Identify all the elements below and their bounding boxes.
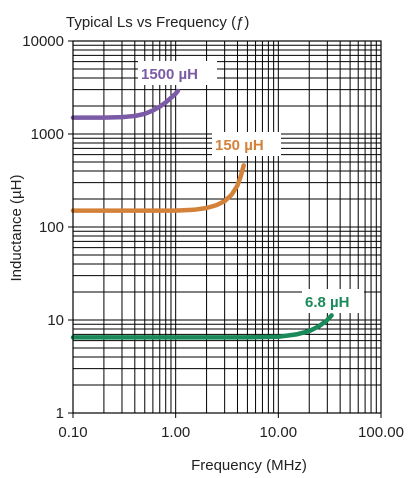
series-line-1 <box>70 88 181 120</box>
series-label-background <box>138 61 217 85</box>
series-lines <box>70 88 334 340</box>
series-line-3 <box>70 313 334 340</box>
series-line-2 <box>70 163 246 213</box>
series-label-background <box>302 289 364 313</box>
y-axis-label: Inductance (µH) <box>8 174 25 281</box>
chart-title: Typical Ls vs Frequency (ƒ) <box>66 14 249 31</box>
x-tick-label: 10.00 <box>260 424 298 441</box>
series-label-1: 1500 µH <box>141 66 198 83</box>
series-label-3: 6.8 µH <box>305 294 350 311</box>
series-labels: 1500 µH 150 µH 6.8 µH <box>138 61 364 313</box>
x-axis-label: Frequency (MHz) <box>191 457 307 474</box>
y-tick-label: 100 <box>39 219 64 236</box>
y-tick-label: 1 <box>56 405 64 422</box>
x-tick-label: 100.00 <box>358 424 404 441</box>
series-label-background <box>212 132 281 156</box>
plot-frame <box>72 40 382 414</box>
tick-labels: 0.10 1.00 10.00 100.00 1 10 100 1000 10000 <box>22 33 404 441</box>
y-tick-label: 1000 <box>31 126 64 143</box>
grid <box>72 41 381 414</box>
x-tick-label: 1.00 <box>161 424 190 441</box>
y-tick-label: 10000 <box>22 33 64 50</box>
x-tick-label: 0.10 <box>58 424 87 441</box>
y-tick-label: 10 <box>47 312 64 329</box>
series-label-2: 150 µH <box>215 137 264 154</box>
